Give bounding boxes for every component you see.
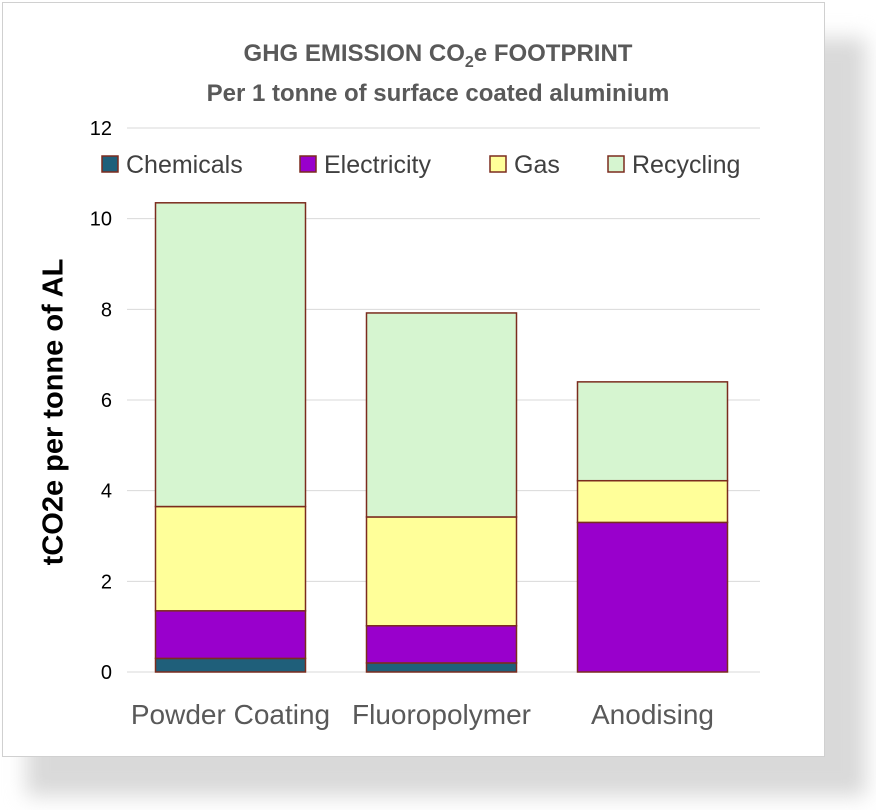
- y-tick-label: 8: [101, 299, 112, 321]
- legend-swatch-gas: [489, 155, 507, 173]
- legend-swatch-electricity: [299, 155, 317, 173]
- y-tick-label: 10: [90, 209, 112, 231]
- bar-recycling-0: [154, 202, 307, 508]
- chart-title: GHG EMISSION CO2e FOOTPRINT: [243, 40, 633, 71]
- bar-electricity-1: [365, 625, 518, 664]
- y-tick-label: 12: [90, 118, 112, 140]
- bar-chemicals-1: [365, 662, 518, 673]
- legend-swatch-chemicals: [101, 155, 119, 173]
- bar-gas-1: [365, 516, 518, 627]
- legend-label-gas: Gas: [514, 151, 560, 179]
- bar-recycling-2: [576, 381, 729, 482]
- legend-swatch-recycling: [607, 155, 625, 173]
- x-tick-label: Fluoropolymer: [352, 699, 531, 730]
- bar-chemicals-0: [154, 657, 307, 673]
- bar-electricity-2: [576, 521, 729, 673]
- legend-label-recycling: Recycling: [632, 151, 740, 179]
- y-tick-label: 0: [101, 662, 112, 684]
- y-tick-label: 4: [101, 481, 112, 503]
- y-tick-label: 6: [101, 390, 112, 412]
- chart-subtitle: Per 1 tonne of surface coated aluminium: [206, 80, 670, 107]
- x-tick-label: Powder Coating: [131, 699, 330, 730]
- bar-recycling-1: [365, 312, 518, 518]
- legend-label-chemicals: Chemicals: [126, 151, 243, 179]
- bar-electricity-0: [154, 610, 307, 660]
- bar-gas-0: [154, 505, 307, 612]
- legend-label-electricity: Electricity: [324, 151, 431, 179]
- bar-gas-2: [576, 479, 729, 524]
- x-tick-label: Anodising: [591, 699, 714, 730]
- y-tick-label: 2: [101, 571, 112, 593]
